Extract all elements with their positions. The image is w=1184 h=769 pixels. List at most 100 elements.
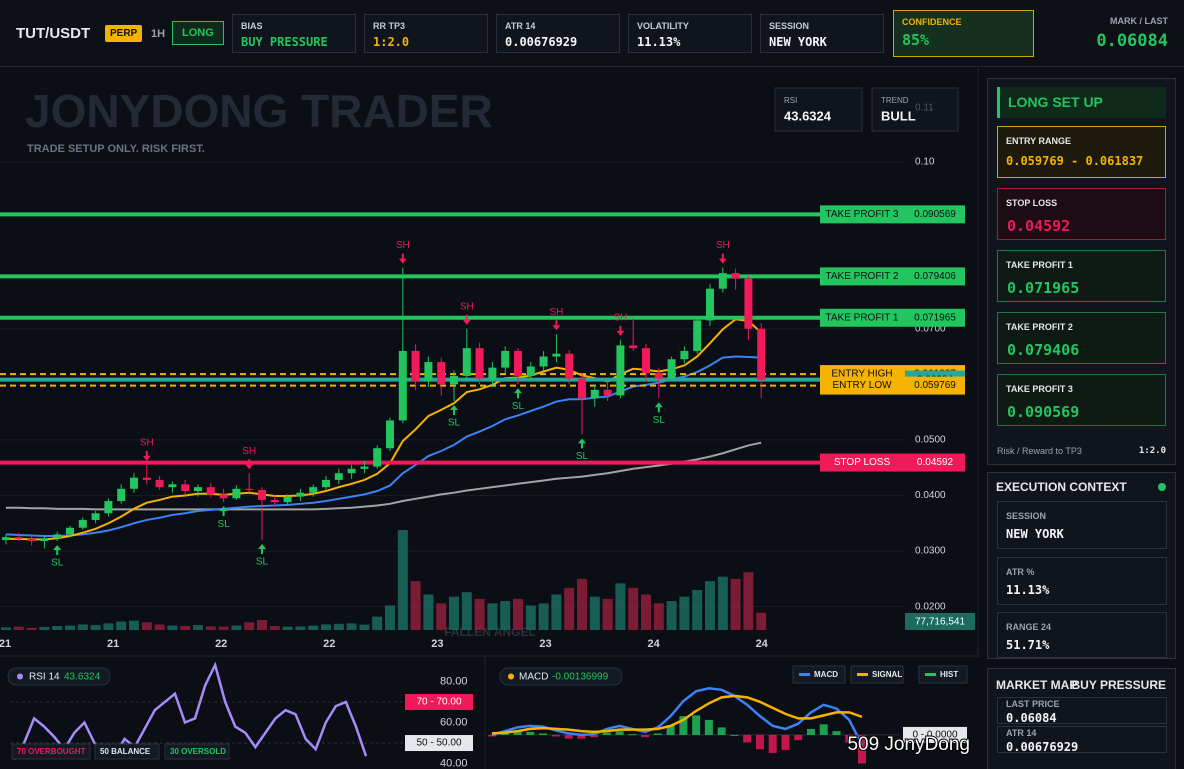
- card-label: STOP LOSS: [1006, 198, 1058, 208]
- rsi-dot: [17, 673, 23, 680]
- swing-label: SL: [51, 558, 64, 569]
- volume-bar: [628, 587, 639, 630]
- candle-body: [578, 378, 586, 399]
- volume-bar: [205, 626, 216, 630]
- volume-bar: [77, 624, 88, 630]
- level-name: STOP LOSS: [834, 457, 891, 468]
- volume-bar: [257, 620, 267, 630]
- context-card: RANGE 24 51.71%: [997, 612, 1167, 658]
- side: LONG: [172, 21, 224, 45]
- symbol: TUT/USDT: [16, 25, 91, 42]
- volume-bar: [653, 603, 664, 630]
- hist-bar: [755, 734, 764, 750]
- volume-bar: [90, 625, 101, 630]
- level-name-box: [820, 308, 905, 327]
- volume-bar: [756, 612, 767, 630]
- swing-arrow: [718, 253, 727, 264]
- level-value-box: [905, 308, 965, 327]
- market-state: BUY PRESSURE: [1071, 678, 1166, 692]
- volume-bar: [410, 581, 421, 630]
- candle-body: [552, 353, 561, 357]
- candle-body: [245, 488, 254, 490]
- volume-bar: [308, 625, 319, 630]
- legend-box: [11, 743, 91, 760]
- volume-bar: [423, 594, 434, 630]
- card-label: SESSION: [1006, 511, 1047, 521]
- candle-body: [501, 350, 510, 368]
- card-label: TAKE PROFIT 3: [1006, 384, 1073, 394]
- x-tick-label: 21: [0, 638, 11, 650]
- hist-bar: [806, 728, 815, 735]
- legend-item: HIST: [940, 670, 958, 679]
- card-value: 51.71%: [1006, 638, 1050, 652]
- volume-bar: [461, 592, 472, 630]
- subtitle: TRADE SETUP ONLY. RISK FIRST.: [27, 143, 205, 155]
- volume-bar: [717, 576, 728, 630]
- candle-body: [258, 489, 266, 500]
- stat: VOLATILITY 11.13%: [628, 14, 752, 53]
- level-value: 0.059769: [914, 380, 956, 391]
- candle-body: [130, 477, 138, 489]
- candle-body: [155, 479, 164, 488]
- volume-bar: [65, 625, 75, 630]
- stat: SESSION NEW YORK: [760, 14, 884, 53]
- confidence: CONFIDENCE 85%: [893, 10, 1034, 57]
- y-tick-label: 0.0300: [915, 546, 946, 557]
- market-card: LAST PRICE 0.06084: [997, 697, 1167, 725]
- y-tick-label: 0.0500: [915, 435, 946, 446]
- hist-bar: [794, 734, 803, 741]
- top-bar: TUT/USDT PERP 1H LONG BIAS BUY PRESSURE R…: [0, 0, 1184, 67]
- card-value: 0.04592: [1007, 217, 1071, 235]
- swing-label: SL: [512, 401, 525, 412]
- candle-body: [283, 496, 292, 503]
- hist-bar: [653, 733, 662, 735]
- candle-body: [603, 389, 612, 396]
- y-tick-label: 60.00: [440, 716, 468, 728]
- volume-bar: [551, 594, 562, 630]
- x-tick-label: 22: [323, 638, 335, 650]
- volume-bar: [525, 605, 536, 630]
- card-value: 0.079406: [1007, 341, 1080, 359]
- y-tick-label: 0.10: [915, 157, 935, 168]
- box-label: RSI: [784, 96, 797, 105]
- market-card: ATR 14 0.00676929: [997, 726, 1167, 754]
- context-card: SESSION NEW YORK: [997, 501, 1167, 549]
- level-value: 0.090569: [914, 209, 956, 220]
- volume-bar: [730, 578, 741, 630]
- stat: ATR 14 0.00676929: [496, 14, 620, 53]
- ref-label: 50 - 50.00: [416, 738, 461, 749]
- badge: PERP: [105, 25, 143, 42]
- confidence-label: CONFIDENCE: [902, 17, 962, 27]
- card-value: 0.00676929: [1006, 740, 1079, 754]
- stat-label: BIAS: [241, 21, 263, 31]
- volume-bar: [218, 626, 229, 630]
- swing-arrow: [258, 543, 266, 554]
- candle-body: [334, 473, 343, 480]
- volume-bar: [282, 626, 293, 630]
- candle-body: [373, 448, 382, 467]
- card-value: 0.071965: [1007, 279, 1080, 297]
- volume-bar: [321, 624, 331, 630]
- ref-box: [405, 693, 473, 710]
- hist-bar: [628, 734, 637, 736]
- hist-bar: [858, 734, 866, 764]
- candle-body: [475, 348, 484, 379]
- candle-body: [731, 273, 740, 279]
- swing-label: SL: [217, 519, 230, 530]
- candle-body: [757, 328, 766, 380]
- candle-body: [296, 492, 305, 497]
- macd-line: [491, 694, 863, 735]
- swing-arrow: [552, 320, 561, 331]
- card-label: RANGE 24: [1006, 622, 1052, 632]
- context-card: ATR % 11.13%: [997, 557, 1167, 605]
- card-label: ATR %: [1006, 567, 1035, 577]
- volume-bar: [52, 626, 63, 630]
- candle-body: [309, 487, 318, 493]
- swing-label: SH: [549, 307, 563, 318]
- hist-bar: [692, 715, 701, 735]
- volume-bar: [500, 601, 511, 630]
- volume-bar: [1, 627, 11, 630]
- stat-value: 1:2.0: [373, 35, 410, 49]
- legend-item: 70 OVERBOUGHT: [17, 747, 86, 756]
- candle-body: [693, 320, 702, 351]
